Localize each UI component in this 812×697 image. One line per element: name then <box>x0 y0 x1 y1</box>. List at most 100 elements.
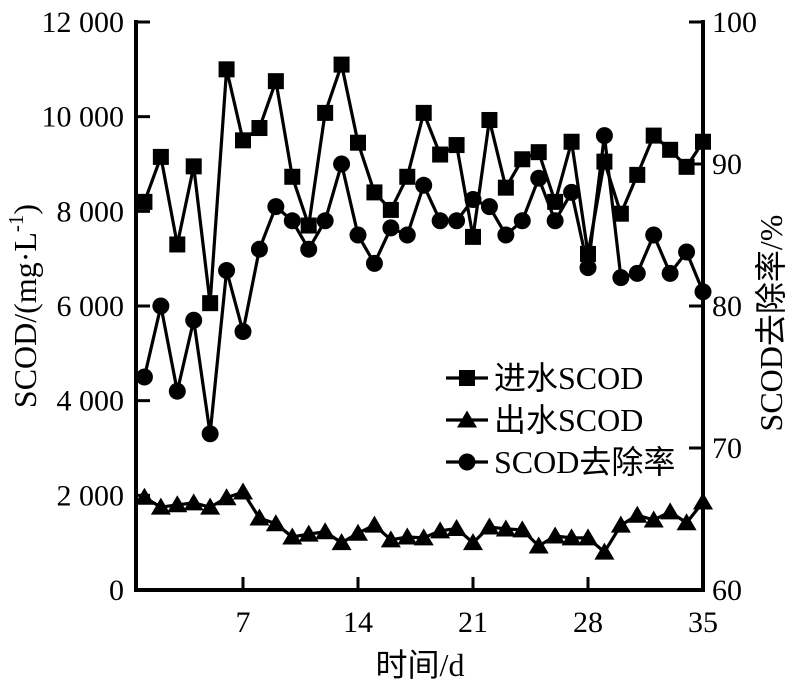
square-marker-data-point <box>514 151 531 168</box>
circle-marker-data-point <box>365 254 383 272</box>
circle-marker-data-point <box>513 212 531 230</box>
circle-marker-data-point <box>415 176 433 194</box>
circle-marker-data-point <box>398 226 416 244</box>
legend: 进水SCOD 出水SCOD SCOD去除率 <box>446 360 675 480</box>
circle-marker-data-point <box>628 264 646 282</box>
series-circle <box>135 127 712 443</box>
square-marker-data-point <box>629 166 646 183</box>
circle-marker-data-point <box>612 269 630 287</box>
triangle-marker-data-point <box>495 519 516 537</box>
triangle-marker-data-point <box>643 510 664 528</box>
square-marker-data-point <box>547 193 564 210</box>
triangle-marker-data-point <box>348 523 368 541</box>
square-marker-data-point <box>152 148 169 165</box>
square-marker-data-point <box>350 134 366 151</box>
x-axis-tick-label: 28 <box>573 606 603 639</box>
circle-marker-data-point <box>168 382 186 400</box>
left-axis-tick-label: 6 000 <box>57 290 125 323</box>
left-axis-tick-label: 4 000 <box>57 385 125 418</box>
square-marker-data-point <box>596 153 613 170</box>
triangle-marker-data-point <box>249 508 270 526</box>
circle-marker-data-point <box>382 219 400 237</box>
circle-marker-data-point <box>333 155 351 173</box>
circle-marker-data-point <box>152 297 170 315</box>
square-marker-data-point <box>366 184 383 201</box>
triangle-marker-data-point <box>512 520 533 538</box>
triangle-marker-data-point <box>594 542 615 560</box>
triangle-marker-data-point <box>627 505 648 523</box>
triangle-marker-data-point <box>397 527 418 545</box>
triangle-marker-data-point <box>233 482 253 500</box>
x-axis-label: 时间/d <box>376 647 465 683</box>
triangle-marker-data-point <box>315 522 336 540</box>
triangle-marker-data-point <box>528 536 549 554</box>
triangle-marker-data-point <box>331 533 352 551</box>
right-axis-tick-label: 70 <box>712 432 742 465</box>
square-marker-data-point <box>300 217 317 234</box>
square-marker-legend <box>459 370 475 386</box>
circle-marker-data-point <box>135 368 153 386</box>
circle-marker-data-point <box>595 127 613 145</box>
legend-label-scod-removal-rate: SCOD去除率 <box>494 444 675 480</box>
circle-marker-data-point <box>300 240 318 258</box>
square-marker-data-point <box>284 168 301 185</box>
square-marker-data-point <box>563 133 580 150</box>
square-marker-data-point <box>662 141 679 158</box>
square-marker-data-point <box>382 201 399 218</box>
triangle-marker-data-point <box>479 517 500 535</box>
circle-marker-data-point <box>234 323 252 341</box>
circle-marker-data-point <box>645 226 663 244</box>
triangle-marker-data-point <box>676 513 697 531</box>
circle-marker-data-point <box>464 191 482 208</box>
square-marker-data-point <box>169 236 186 253</box>
square-marker-data-point <box>185 158 202 175</box>
triangle-marker-data-point <box>364 515 385 533</box>
triangle-marker-data-point <box>430 521 451 539</box>
triangle-marker-data-point <box>298 524 319 542</box>
square-marker-data-point <box>399 168 416 185</box>
square-marker-data-point <box>645 127 662 144</box>
triangle-marker-data-point <box>282 527 303 545</box>
x-axis-tick-label: 14 <box>343 606 373 639</box>
data-series <box>134 56 713 560</box>
circle-marker-data-point <box>267 198 285 216</box>
circle-marker-data-point <box>530 169 548 187</box>
legend-markers <box>446 370 488 471</box>
legend-label-influent-scod: 进水SCOD <box>494 360 643 396</box>
triangle-marker-data-point <box>167 495 188 513</box>
tick-labels: 0 2 000 4 000 6 000 8 000 10 000 12 000 60 70 80 9… <box>42 6 758 639</box>
circle-marker-data-point <box>431 212 449 230</box>
square-marker-data-point <box>218 61 235 78</box>
left-axis-tick-label: 0 <box>109 574 124 607</box>
square-marker-data-point <box>695 133 711 150</box>
circle-marker-data-point <box>678 243 696 261</box>
square-marker-data-point <box>136 193 153 210</box>
left-axis-label: SCOD/(mg·L-1) <box>4 204 43 408</box>
triangle-marker-data-point <box>150 497 171 515</box>
circle-marker-data-point <box>694 283 712 301</box>
square-marker-data-point <box>235 132 251 149</box>
circle-marker-data-point <box>283 212 301 230</box>
series-square <box>136 56 711 312</box>
triangle-marker-data-point <box>265 514 286 532</box>
right-axis-tick-label: 100 <box>712 6 757 39</box>
square-marker-data-point <box>612 205 629 222</box>
left-axis-tick-label: 2 000 <box>57 479 125 512</box>
circle-marker-data-point <box>448 212 466 230</box>
circle-marker-data-point <box>579 259 597 277</box>
triangle-marker-data-point <box>660 502 681 520</box>
circle-marker-legend <box>458 453 476 471</box>
right-axis-tick-label: 60 <box>712 574 742 607</box>
square-marker-data-point <box>202 295 219 312</box>
x-axis-tick-label: 21 <box>458 606 488 639</box>
square-marker-data-point <box>530 144 547 161</box>
triangle-marker-legend <box>457 410 477 428</box>
right-axis-label: SCOD去除率/% <box>753 215 789 432</box>
square-marker-data-point <box>678 158 695 175</box>
square-marker-data-point <box>415 104 432 121</box>
square-marker-data-point <box>432 146 449 163</box>
triangle-marker-data-point <box>610 515 631 533</box>
x-axis-tick-label: 7 <box>236 606 251 639</box>
